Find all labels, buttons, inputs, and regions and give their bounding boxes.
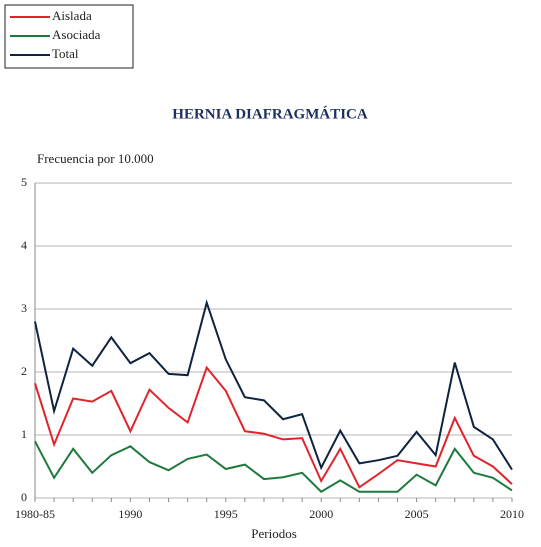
x-tick-label: 1980-85 [15,507,55,521]
y-tick-label: 0 [21,490,27,504]
y-tick-label: 1 [21,427,27,441]
x-tick-label: 2000 [309,507,333,521]
series-line [34,440,513,493]
legend-label: Total [52,46,79,61]
x-tick-label: 1990 [118,507,142,521]
y-axis-title: Frecuencia por 10.000 [37,151,154,166]
series-line [34,299,513,471]
y-tick-label: 4 [21,238,27,252]
x-tick-label: 2005 [405,507,429,521]
legend-label: Aislada [52,8,92,23]
y-tick-label: 2 [21,364,27,378]
x-tick-label: 1995 [214,507,238,521]
series-line [34,365,513,489]
y-tick-label: 5 [21,175,27,189]
legend-label: Asociada [52,27,101,42]
x-tick-label: 2010 [500,507,524,521]
x-axis-title: Periodos [251,526,297,541]
y-tick-label: 3 [21,301,27,315]
chart-title: HERNIA DIAFRAGMÁTICA [172,105,368,122]
